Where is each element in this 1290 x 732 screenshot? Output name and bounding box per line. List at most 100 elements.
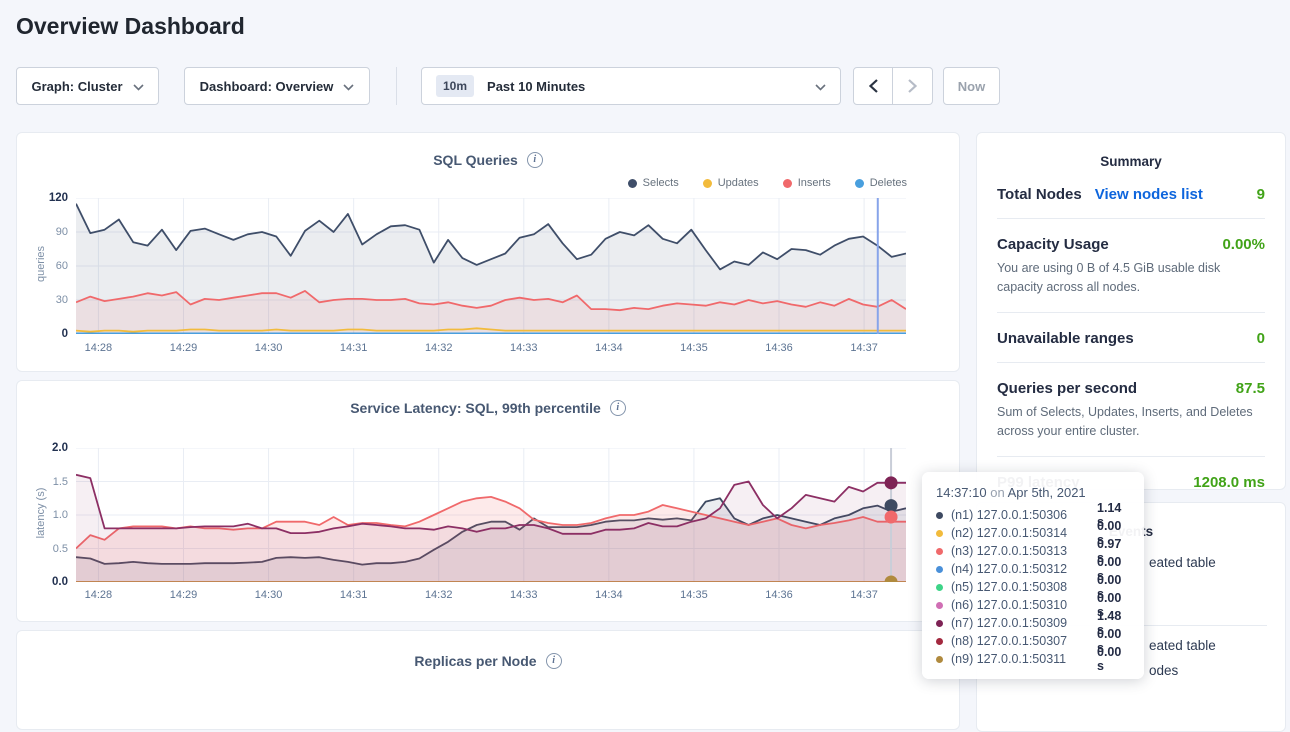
now-button-disabled[interactable]: Now — [943, 67, 1000, 105]
y-axis-title: queries — [35, 245, 47, 283]
tooltip-node-row: (n6) 127.0.0.1:50310 0.00 s — [936, 591, 1130, 619]
chart-plot-area[interactable] — [75, 197, 907, 335]
tooltip-node-label: (n2) 127.0.0.1:50314 — [951, 526, 1068, 540]
time-next-button-disabled[interactable] — [893, 67, 933, 105]
y-axis-tick-label: 1.5 — [52, 475, 68, 488]
service-latency-card: Service Latency: SQL, 99th percentile i 0… — [16, 380, 960, 622]
legend-item-deletes[interactable]: Deletes — [854, 177, 907, 189]
x-axis-tick-label: 14:32 — [424, 342, 453, 354]
tooltip-node-row: (n4) 127.0.0.1:50312 0.00 s — [936, 555, 1130, 583]
summary-row-label: Queries per second — [997, 380, 1138, 397]
x-axis-tick-label: 14:37 — [850, 589, 878, 601]
summary-row: Total Nodes View nodes list 9 — [997, 169, 1265, 203]
info-icon[interactable]: i — [545, 652, 562, 669]
tooltip-node-label: (n4) 127.0.0.1:50312 — [951, 562, 1068, 576]
replicas-per-node-card: Replicas per Node i — [16, 630, 960, 730]
tooltip-node-row: (n2) 127.0.0.1:50314 0.00 s — [936, 519, 1130, 547]
dashboard-dropdown-label: Dashboard: Overview — [199, 78, 334, 94]
x-axis-tick-label: 14:33 — [510, 342, 538, 354]
legend-item-updates[interactable]: Updates — [702, 177, 759, 189]
summary-title: Summary — [1100, 154, 1162, 169]
y-axis-tick-label: 0 — [61, 328, 68, 340]
time-prev-button[interactable] — [853, 67, 893, 105]
tooltip-node-value: 0.00 s — [1097, 519, 1122, 547]
time-nav-group — [853, 67, 933, 105]
tooltip-node-value: 1.48 s — [1097, 609, 1122, 637]
x-axis-tick-label: 14:34 — [595, 342, 623, 354]
graph-dropdown-label: Graph: Cluster — [31, 78, 123, 94]
summary-row-value: 87.5 — [1235, 380, 1265, 397]
tooltip-node-label: (n1) 127.0.0.1:50306 — [951, 508, 1068, 522]
summary-row: Unavailable ranges 0 — [997, 313, 1265, 347]
y-axis-tick-label: 90 — [55, 226, 68, 238]
y-axis-tick-label: 30 — [55, 294, 68, 306]
node-color-dot-icon — [936, 547, 943, 555]
summary-panel: Summary Total Nodes View nodes list 9 Capac… — [976, 132, 1286, 491]
summary-divider — [997, 218, 1265, 219]
tooltip-node-row: (n7) 127.0.0.1:50309 1.48 s — [936, 609, 1130, 637]
event-item-text[interactable]: eated table — [1149, 555, 1216, 570]
time-range-dropdown[interactable]: 10m Past 10 Minutes — [421, 67, 841, 105]
legend-dot-icon — [627, 178, 637, 188]
chevron-down-icon — [343, 79, 354, 94]
x-axis-tick-label: 14:35 — [680, 342, 708, 354]
legend-label: Inserts — [797, 177, 831, 189]
x-axis-tick-label: 14:29 — [169, 589, 198, 601]
tooltip-node-row: (n3) 127.0.0.1:50313 0.97 s — [936, 537, 1130, 565]
node-color-dot-icon — [936, 637, 943, 645]
tooltip-node-label: (n8) 127.0.0.1:50307 — [951, 634, 1068, 648]
chart-title: Service Latency: SQL, 99th percentile — [350, 399, 601, 416]
y-axis-tick-label: 2.0 — [52, 442, 68, 454]
tooltip-node-label: (n6) 127.0.0.1:50310 — [951, 598, 1068, 612]
dashboard-dropdown[interactable]: Dashboard: Overview — [184, 67, 370, 105]
x-axis-tick-label: 14:34 — [595, 589, 623, 601]
summary-row-value: 9 — [1256, 186, 1265, 203]
event-item-text[interactable]: odes — [1149, 663, 1179, 678]
node-color-dot-icon — [936, 529, 943, 537]
chart-hover-tooltip: 14:37:10 on Apr 5th, 2021 (n1) 127.0.0.1… — [922, 472, 1144, 679]
node-color-dot-icon — [936, 655, 943, 663]
node-color-dot-icon — [936, 583, 943, 591]
summary-row: Capacity Usage 0.00% — [997, 219, 1265, 253]
node-color-dot-icon — [936, 565, 943, 573]
x-axis-tick-label: 14:31 — [339, 342, 368, 354]
summary-row-label: Unavailable ranges — [997, 330, 1134, 347]
info-icon[interactable]: i — [526, 151, 543, 168]
x-axis-tick-label: 14:35 — [680, 589, 708, 601]
legend-item-inserts[interactable]: Inserts — [782, 177, 831, 189]
event-item-text[interactable]: eated table — [1149, 638, 1216, 653]
toolbar-divider — [396, 67, 397, 105]
legend-dot-icon — [782, 178, 792, 188]
tooltip-node-value: 0.00 s — [1097, 591, 1122, 619]
summary-row: Queries per second 87.5 — [997, 363, 1265, 397]
summary-row-description: Sum of Selects, Updates, Inserts, and De… — [997, 405, 1253, 438]
tooltip-node-row: (n9) 127.0.0.1:50311 0.00 s — [936, 645, 1130, 673]
info-icon[interactable]: i — [609, 399, 626, 416]
graph-dropdown[interactable]: Graph: Cluster — [16, 67, 159, 105]
time-range-badge: 10m — [436, 75, 475, 97]
chevron-down-icon — [132, 79, 144, 94]
x-axis-tick-label: 14:28 — [84, 342, 113, 354]
chart-title: Replicas per Node — [414, 652, 537, 669]
time-range-label: Past 10 Minutes — [487, 78, 586, 94]
summary-divider — [997, 312, 1265, 313]
summary-divider — [997, 456, 1265, 457]
chart-plot-area[interactable] — [75, 447, 907, 589]
toolbar: Graph: Cluster Dashboard: Overview 10m P… — [16, 67, 1000, 105]
tooltip-node-row: (n1) 127.0.0.1:50306 1.14 s — [936, 501, 1130, 529]
legend-dot-icon — [854, 178, 864, 188]
tooltip-node-row: (n5) 127.0.0.1:50308 0.00 s — [936, 573, 1130, 601]
legend-label: Selects — [642, 177, 679, 189]
x-axis-tick-label: 14:37 — [850, 342, 878, 354]
x-axis-tick-label: 14:36 — [765, 589, 793, 601]
legend-dot-icon — [702, 178, 712, 188]
node-color-dot-icon — [936, 601, 943, 609]
summary-row-label: Capacity Usage — [997, 236, 1109, 253]
tooltip-node-value: 0.00 s — [1097, 627, 1122, 655]
chart-legend: Selects Updates Inserts Deletes — [627, 177, 907, 189]
node-color-dot-icon — [936, 619, 943, 627]
view-nodes-list-link[interactable]: View nodes list — [1094, 186, 1203, 203]
legend-item-selects[interactable]: Selects — [627, 177, 679, 189]
tooltip-node-value: 0.00 s — [1097, 645, 1122, 673]
summary-row-value: 0 — [1256, 330, 1265, 347]
